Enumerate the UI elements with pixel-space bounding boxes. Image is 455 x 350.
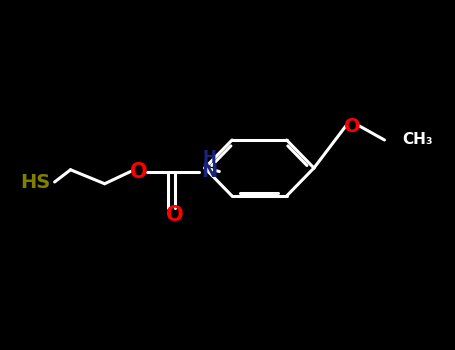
Text: O: O — [344, 117, 361, 135]
Text: O: O — [167, 205, 184, 225]
Text: N: N — [201, 162, 217, 181]
Text: H: H — [202, 149, 216, 167]
Text: CH₃: CH₃ — [402, 133, 432, 147]
Text: O: O — [130, 161, 147, 182]
Text: HS: HS — [20, 173, 50, 191]
